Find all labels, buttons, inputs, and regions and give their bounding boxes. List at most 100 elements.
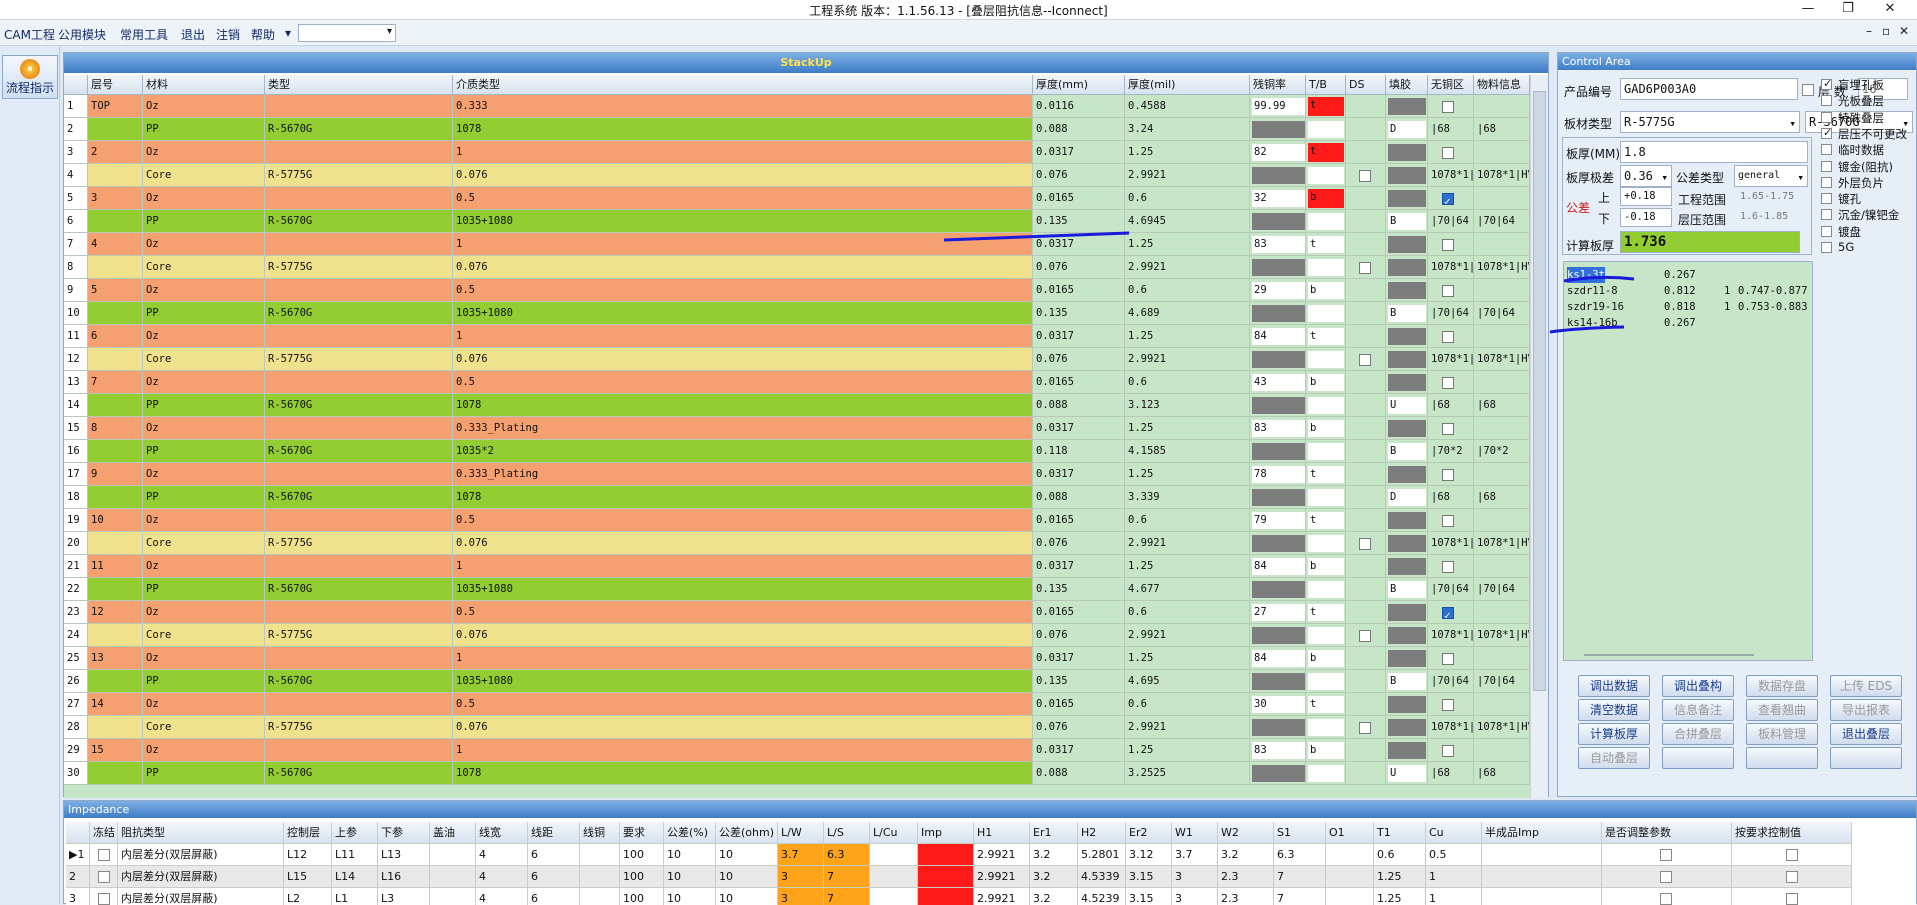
table-cell[interactable] (1346, 95, 1386, 118)
table-cell[interactable]: 0.0165 (1033, 187, 1125, 210)
table-cell[interactable] (1386, 739, 1428, 762)
table-cell[interactable] (1346, 601, 1386, 624)
table-cell[interactable]: B (1386, 440, 1428, 463)
impedance-cell[interactable] (1326, 844, 1374, 866)
table-cell[interactable]: |68 (1428, 486, 1474, 509)
table-cell[interactable] (1386, 532, 1428, 555)
tb-field[interactable] (1308, 627, 1344, 644)
impedance-cell[interactable]: 3.2 (1030, 888, 1078, 905)
menu-exit[interactable]: 退出 (181, 28, 206, 42)
table-cell[interactable]: 0.0165 (1033, 279, 1125, 302)
control-value-checkbox[interactable] (1786, 871, 1798, 883)
impedance-cell[interactable]: 3.2 (1030, 866, 1078, 888)
impedance-cell[interactable]: 1.25 (1374, 888, 1426, 905)
table-cell[interactable]: 1.25 (1125, 417, 1250, 440)
table-cell[interactable]: 0.135 (1033, 210, 1125, 233)
table-cell[interactable]: Oz (143, 233, 265, 256)
table-cell[interactable]: Oz (143, 325, 265, 348)
table-cell[interactable]: R-5775G (265, 348, 453, 371)
table-cell[interactable]: 0.076 (453, 164, 1033, 187)
no-copper-checkbox[interactable] (1442, 745, 1454, 757)
table-cell[interactable]: 0.0317 (1033, 325, 1125, 348)
table-cell[interactable]: 0.076 (1033, 716, 1125, 739)
table-cell[interactable]: b (1306, 739, 1346, 762)
tb-field[interactable]: b (1308, 282, 1344, 299)
table-cell[interactable]: PP (143, 486, 265, 509)
table-row[interactable]: 8CoreR-5775G0.0760.0762.99211078*1|HVLP1… (64, 256, 1530, 279)
table-cell[interactable] (1346, 141, 1386, 164)
table-cell[interactable] (1346, 279, 1386, 302)
table-cell[interactable]: 1 (453, 647, 1033, 670)
table-cell[interactable] (1346, 348, 1386, 371)
table-cell[interactable]: PP (143, 302, 265, 325)
action-button[interactable]: 合拼叠层 (1662, 723, 1734, 745)
option-checkbox[interactable] (1821, 126, 1832, 139)
table-row[interactable]: 18 PP R-5670G 1078 0.088 3.339 D |68 |68 (64, 486, 1530, 509)
table-cell[interactable] (1428, 187, 1474, 210)
no-copper-checkbox[interactable] (1442, 331, 1454, 343)
table-cell[interactable] (1346, 118, 1386, 141)
table-cell[interactable]: R-5775G (265, 164, 453, 187)
option-checkbox[interactable] (1821, 209, 1832, 221)
impedance-cell[interactable]: 内层差分(双层屏蔽) (118, 888, 284, 905)
board-a-select[interactable]: R-5775G (1620, 111, 1800, 134)
table-cell[interactable]: 15 (88, 739, 143, 762)
impedance-cell[interactable] (870, 844, 918, 866)
impedance-cell[interactable]: 0.6 (1374, 844, 1426, 866)
table-cell[interactable]: 0.0317 (1033, 739, 1125, 762)
menu-combo[interactable] (298, 24, 396, 42)
residual-copper-input[interactable]: 82 (1252, 144, 1305, 161)
table-cell[interactable]: PP (143, 118, 265, 141)
table-cell[interactable] (1346, 187, 1386, 210)
impedance-cell[interactable]: 6.3 (824, 844, 870, 866)
table-cell[interactable]: 14 (88, 693, 143, 716)
tb-field[interactable] (1308, 167, 1344, 184)
fill-input[interactable]: B (1388, 581, 1426, 598)
table-cell[interactable] (1386, 555, 1428, 578)
table-cell[interactable] (1428, 279, 1474, 302)
table-row[interactable]: 21 11 Oz 1 0.0317 1.25 84 b (64, 555, 1530, 578)
impedance-cell[interactable]: 100 (620, 866, 664, 888)
table-cell[interactable] (265, 601, 453, 624)
table-row[interactable]: 7 4 Oz 1 0.0317 1.25 83 t (64, 233, 1530, 256)
table-cell[interactable] (1386, 187, 1428, 210)
table-cell[interactable]: 30 (1250, 693, 1306, 716)
action-button[interactable] (1830, 747, 1902, 769)
table-cell[interactable]: Oz (143, 463, 265, 486)
table-cell[interactable]: B (1386, 670, 1428, 693)
option-checkbox[interactable] (1821, 77, 1832, 90)
table-cell[interactable]: 1 (453, 141, 1033, 164)
table-cell[interactable] (1346, 302, 1386, 325)
table-cell[interactable]: B (1386, 210, 1428, 233)
option-checkbox[interactable] (1821, 144, 1832, 156)
table-cell[interactable]: 0.076 (453, 348, 1033, 371)
table-cell[interactable] (88, 486, 143, 509)
table-cell[interactable] (1346, 739, 1386, 762)
table-cell[interactable]: 0.333 (453, 95, 1033, 118)
table-cell[interactable] (1250, 486, 1306, 509)
table-cell[interactable]: Oz (143, 555, 265, 578)
table-cell[interactable]: 1.25 (1125, 141, 1250, 164)
table-row[interactable]: 25 13 Oz 1 0.0317 1.25 84 b (64, 647, 1530, 670)
table-cell[interactable]: Core (143, 256, 265, 279)
fill-input[interactable]: B (1388, 305, 1426, 322)
tb-field[interactable] (1308, 673, 1344, 690)
table-cell[interactable]: PP (143, 578, 265, 601)
action-button[interactable]: 退出叠层 (1830, 723, 1902, 745)
table-cell[interactable] (1346, 210, 1386, 233)
table-cell[interactable]: b (1306, 187, 1346, 210)
impedance-row[interactable]: 2 内层差分(双层屏蔽) L15 L14 L16 4 6 100 10 10 3 7 2.9921 3.2… (66, 866, 1852, 888)
no-copper-checkbox[interactable] (1442, 285, 1454, 297)
impedance-cell[interactable] (430, 844, 476, 866)
impedance-cell[interactable]: 6.3 (1274, 844, 1326, 866)
impedance-cell[interactable]: 7 (824, 888, 870, 905)
down-input[interactable]: -0.18 (1620, 208, 1672, 227)
table-cell[interactable]: b (1306, 555, 1346, 578)
table-cell[interactable]: R-5670G (265, 440, 453, 463)
fill-input[interactable]: U (1388, 765, 1426, 782)
impedance-cell[interactable]: 2.9921 (974, 844, 1030, 866)
menu-tools[interactable]: 常用工具 (120, 28, 169, 42)
scroll-thumb[interactable] (1533, 91, 1546, 691)
impedance-cell[interactable]: L13 (378, 844, 430, 866)
table-cell[interactable] (1250, 210, 1306, 233)
